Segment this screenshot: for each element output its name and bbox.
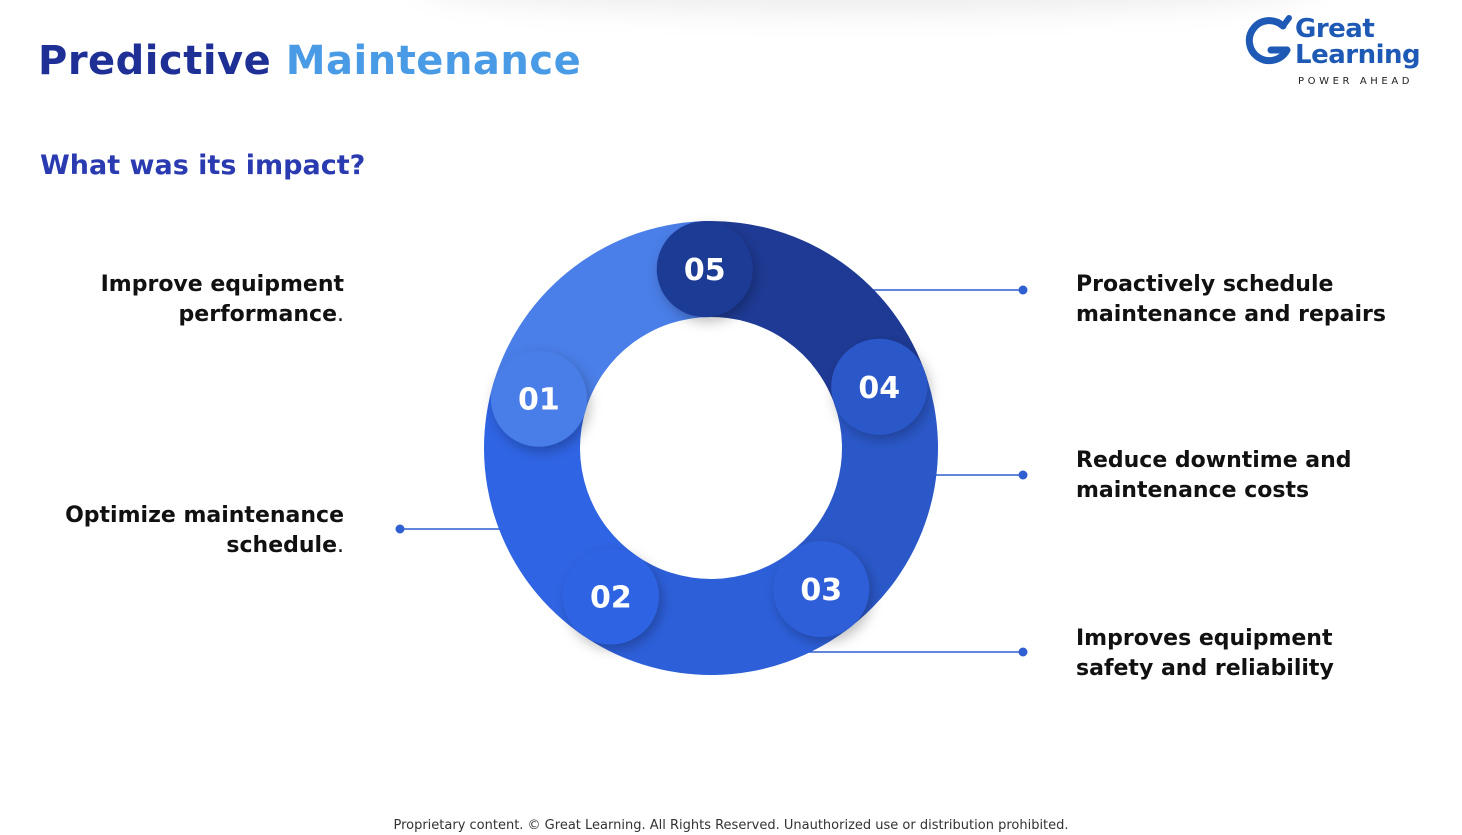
ring-segment-03 (577, 551, 851, 675)
great-learning-logo: Great Learning POWER AHEAD (1245, 12, 1435, 92)
label-period: . (337, 533, 344, 558)
logo-tagline: POWER AHEAD (1298, 76, 1414, 87)
connector-dot-right-3 (1018, 647, 1028, 657)
label-reduce-downtime-line1: Reduce downtime and (1076, 448, 1352, 473)
footer-copyright: Proprietary content. © Great Learning. A… (393, 818, 1069, 833)
label-proactive-schedule: Proactively schedule maintenance and rep… (1076, 270, 1386, 330)
ring-cap-05 (656, 221, 753, 318)
label-proactive-schedule-line2: maintenance and repairs (1076, 302, 1386, 327)
ring-segment-05 (703, 221, 927, 408)
label-safety-reliability-line1: Improves equipment (1076, 626, 1333, 651)
section-subtitle: What was its impact? (40, 150, 366, 181)
label-proactive-schedule-line1: Proactively schedule (1076, 272, 1334, 297)
page-title: Predictive Maintenance (38, 38, 581, 84)
connector-dot-right-1 (1018, 285, 1028, 295)
label-optimize-schedule-line2: schedule (226, 533, 337, 558)
label-reduce-downtime: Reduce downtime and maintenance costs (1076, 446, 1352, 506)
logo-line-2: Learning (1295, 40, 1421, 70)
ring-segment-01 (492, 221, 711, 412)
label-reduce-downtime-line2: maintenance costs (1076, 478, 1310, 503)
ring-cap-03 (773, 541, 870, 638)
ring-segment-02 (484, 377, 638, 637)
ring-cap-02 (562, 548, 659, 645)
label-safety-reliability-line2: safety and reliability (1076, 656, 1334, 681)
label-improve-performance-line2: performance (178, 302, 337, 327)
logo-g-icon (1245, 15, 1292, 65)
segment-number-01: 01 (518, 383, 560, 418)
ring-cap-04 (831, 338, 928, 435)
logo-wordmark: Great Learning (1295, 14, 1421, 70)
label-optimize-schedule-line1: Optimize maintenance (65, 503, 344, 528)
label-improve-performance: Improve equipment performance. (101, 270, 344, 330)
logo-line-1: Great (1295, 14, 1375, 44)
segment-number-03: 03 (800, 573, 842, 608)
label-optimize-schedule: Optimize maintenance schedule. (65, 501, 344, 561)
segment-number-02: 02 (590, 580, 632, 615)
ring-segment-04 (787, 370, 938, 632)
header-shadow (420, 0, 1320, 12)
segment-number-04: 04 (858, 371, 900, 406)
label-improve-performance-line1: Improve equipment (100, 272, 344, 297)
connector-dot-right-2 (1018, 470, 1028, 480)
title-word-2: Maintenance (285, 38, 582, 84)
ring-cap-01 (490, 350, 587, 447)
label-safety-reliability: Improves equipment safety and reliabilit… (1076, 624, 1334, 684)
title-word-1: Predictive (38, 38, 272, 84)
connector-dot-left (395, 524, 405, 534)
label-period: . (337, 302, 344, 327)
segment-number-05: 05 (684, 253, 726, 288)
